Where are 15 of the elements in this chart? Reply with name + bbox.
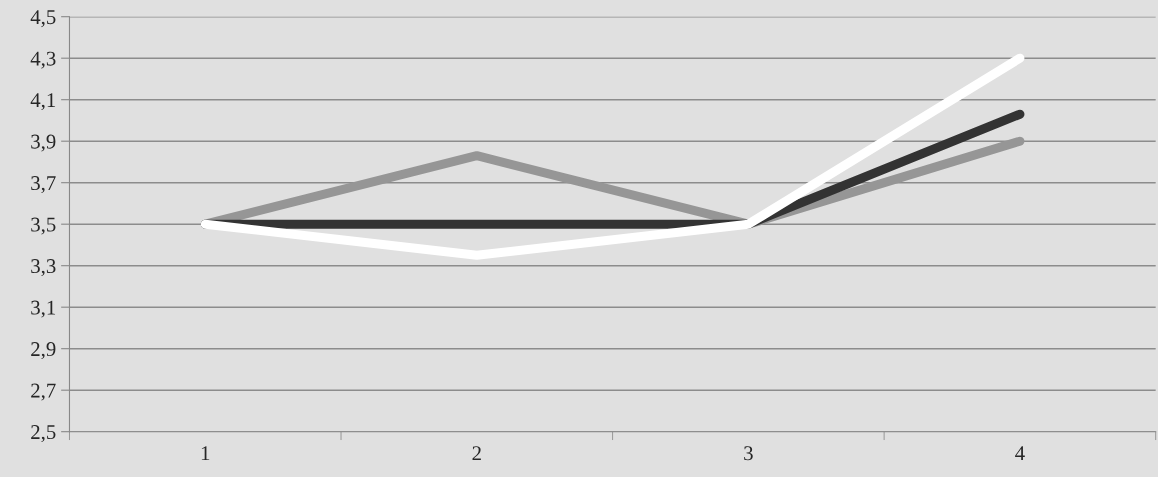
y-tick-label: 4,5 [30, 10, 56, 28]
y-tick-label: 4,1 [30, 93, 56, 111]
y-tick-label: 3,3 [31, 259, 56, 277]
x-tick-label: 1 [201, 446, 210, 461]
y-tick-label: 4,3 [30, 51, 56, 69]
x-tick-label: 4 [1015, 446, 1025, 461]
x-tick-label: 2 [472, 446, 481, 461]
y-tick-label: 3,5 [31, 217, 56, 235]
y-tick-label: 3,7 [31, 176, 56, 194]
y-tick-label: 3,9 [31, 134, 56, 152]
x-tick-label: 3 [744, 446, 753, 461]
y-tick-label: 2,5 [31, 425, 56, 443]
y-tick-label: 2,7 [31, 383, 56, 401]
y-tick-label: 2,9 [31, 342, 56, 360]
y-tick-label: 3,1 [31, 300, 56, 318]
